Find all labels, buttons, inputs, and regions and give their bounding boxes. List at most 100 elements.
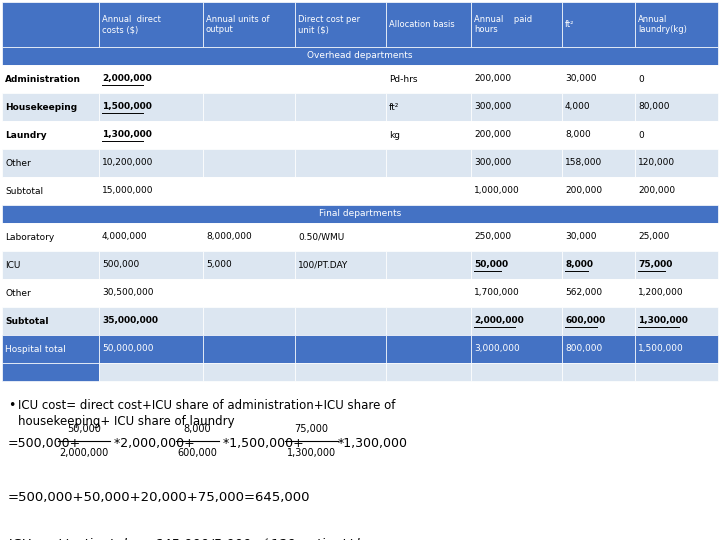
Bar <box>386 279 471 307</box>
Text: 50,000: 50,000 <box>67 424 101 434</box>
Bar <box>562 2 635 47</box>
Bar <box>562 363 635 381</box>
Text: Other: Other <box>5 288 31 298</box>
Text: 800,000: 800,000 <box>565 345 602 354</box>
Bar <box>295 121 386 149</box>
Text: 30,000: 30,000 <box>565 75 596 84</box>
Bar <box>386 121 471 149</box>
Bar <box>295 307 386 335</box>
Text: 200,000: 200,000 <box>638 186 675 195</box>
Text: 4,000: 4,000 <box>565 103 590 111</box>
Text: Overhead departments: Overhead departments <box>307 51 413 60</box>
Text: 75,000: 75,000 <box>638 260 672 269</box>
Text: 158,000: 158,000 <box>565 159 602 167</box>
Text: 2,000,000: 2,000,000 <box>474 316 523 326</box>
Text: 200,000: 200,000 <box>565 186 602 195</box>
Bar <box>99 223 203 251</box>
Text: 0: 0 <box>638 75 644 84</box>
Text: 15,000,000: 15,000,000 <box>102 186 153 195</box>
Text: Subtotal: Subtotal <box>5 316 48 326</box>
Bar <box>635 93 718 121</box>
Text: 3,000,000: 3,000,000 <box>474 345 520 354</box>
Bar <box>471 121 562 149</box>
Bar <box>2 363 99 381</box>
Bar <box>562 279 635 307</box>
Text: 250,000: 250,000 <box>474 233 511 241</box>
Text: 600,000: 600,000 <box>565 316 606 326</box>
Text: *1,500,000+: *1,500,000+ <box>219 436 303 449</box>
Text: 10,200,000: 10,200,000 <box>102 159 153 167</box>
Text: 1,500,000: 1,500,000 <box>102 103 152 111</box>
Text: 1,200,000: 1,200,000 <box>638 288 683 298</box>
Bar <box>471 93 562 121</box>
Text: =500,000+50,000+20,000+75,000=645,000: =500,000+50,000+20,000+75,000=645,000 <box>8 491 310 504</box>
Bar <box>99 279 203 307</box>
Bar <box>99 65 203 93</box>
Bar <box>386 223 471 251</box>
Bar <box>635 177 718 205</box>
Text: •: • <box>8 399 15 412</box>
Bar <box>562 335 635 363</box>
Bar <box>635 2 718 47</box>
Text: 200,000: 200,000 <box>474 131 511 139</box>
Text: 30,500,000: 30,500,000 <box>102 288 153 298</box>
Text: 1,300,000: 1,300,000 <box>102 131 152 139</box>
Bar <box>562 121 635 149</box>
Text: Annual units of
output: Annual units of output <box>206 15 269 34</box>
Text: 4,000,000: 4,000,000 <box>102 233 148 241</box>
Bar <box>203 65 295 93</box>
Bar <box>2 65 99 93</box>
Text: 25,000: 25,000 <box>638 233 670 241</box>
Bar <box>2 47 718 65</box>
Bar <box>203 363 295 381</box>
Bar <box>471 2 562 47</box>
Bar <box>386 65 471 93</box>
Bar <box>562 251 635 279</box>
Text: 0.50/WMU: 0.50/WMU <box>298 233 344 241</box>
Text: Allocation basis: Allocation basis <box>389 20 455 29</box>
Bar <box>386 307 471 335</box>
Bar <box>203 223 295 251</box>
Text: 0: 0 <box>638 131 644 139</box>
Text: *1,300,000: *1,300,000 <box>338 436 408 449</box>
Bar <box>386 2 471 47</box>
Bar <box>635 65 718 93</box>
Bar <box>295 177 386 205</box>
Bar <box>203 2 295 47</box>
Text: =500,000+: =500,000+ <box>8 436 81 449</box>
Text: 500,000: 500,000 <box>102 260 139 269</box>
Text: Pd-hrs: Pd-hrs <box>389 75 418 84</box>
Text: Annual
laundry(kg): Annual laundry(kg) <box>638 15 687 34</box>
Text: 5,000: 5,000 <box>206 260 232 269</box>
Bar <box>635 335 718 363</box>
Bar <box>2 93 99 121</box>
Bar <box>562 177 635 205</box>
Text: 2,000,000: 2,000,000 <box>102 75 152 84</box>
Bar <box>635 121 718 149</box>
Bar <box>99 2 203 47</box>
Bar <box>203 121 295 149</box>
Text: 300,000: 300,000 <box>474 159 511 167</box>
Bar <box>2 307 99 335</box>
Bar <box>635 251 718 279</box>
Bar <box>295 223 386 251</box>
Bar <box>562 93 635 121</box>
Text: 600,000: 600,000 <box>178 448 217 458</box>
Bar <box>99 177 203 205</box>
Text: 200,000: 200,000 <box>474 75 511 84</box>
Bar <box>386 177 471 205</box>
Bar <box>562 149 635 177</box>
Text: 50,000,000: 50,000,000 <box>102 345 153 354</box>
Text: 1,300,000: 1,300,000 <box>638 316 688 326</box>
Bar <box>386 335 471 363</box>
Bar <box>2 223 99 251</box>
Bar <box>203 93 295 121</box>
Bar <box>295 65 386 93</box>
Bar <box>2 177 99 205</box>
Text: 1,300,000: 1,300,000 <box>287 448 336 458</box>
Text: Subtotal: Subtotal <box>5 186 43 195</box>
Text: ICU cost/patient day=645,000/5,000=$129 patient/day: ICU cost/patient day=645,000/5,000=$129 … <box>8 538 376 540</box>
Bar <box>203 335 295 363</box>
Text: 50,000: 50,000 <box>474 260 508 269</box>
Text: housekeeping+ ICU share of laundry: housekeeping+ ICU share of laundry <box>18 415 235 428</box>
